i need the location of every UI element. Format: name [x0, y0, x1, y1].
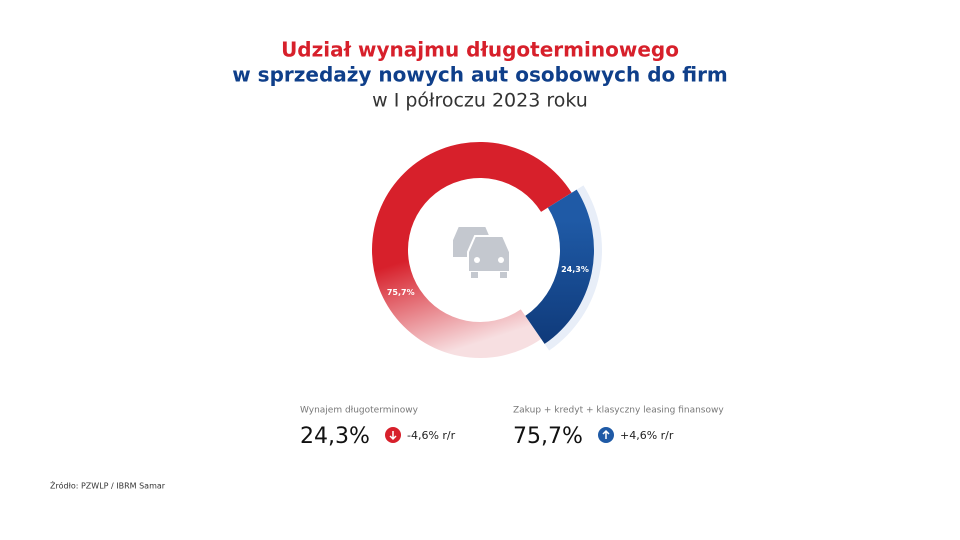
summary-value: 24,3%	[300, 424, 370, 449]
change-arrow	[602, 429, 610, 439]
donut-segment	[525, 189, 594, 344]
summary-value: 75,7%	[513, 424, 583, 449]
donut-segment	[371, 142, 572, 359]
change-label: -4,6% r/r	[407, 429, 456, 442]
chart-period: w I półroczu 2023 roku	[372, 90, 588, 112]
source: Źródło: PZWLP / IBRM Samar	[50, 480, 166, 491]
change-label: +4,6% r/r	[620, 429, 674, 442]
data-label: 24,3%	[561, 265, 589, 274]
data-label: 75,7%	[387, 288, 415, 297]
summary-label: Zakup + kredyt + klasyczny leasing finan…	[513, 406, 724, 416]
car-icon	[451, 225, 511, 278]
highlight-halo	[543, 185, 602, 351]
summary-label: Wynajem długoterminowy	[300, 406, 419, 416]
chart-title: Udział wynajmu długoterminowego	[281, 38, 679, 62]
chart-subtitle: w sprzedaży nowych aut osobowych do firm	[232, 63, 728, 87]
change-arrow	[389, 431, 397, 441]
